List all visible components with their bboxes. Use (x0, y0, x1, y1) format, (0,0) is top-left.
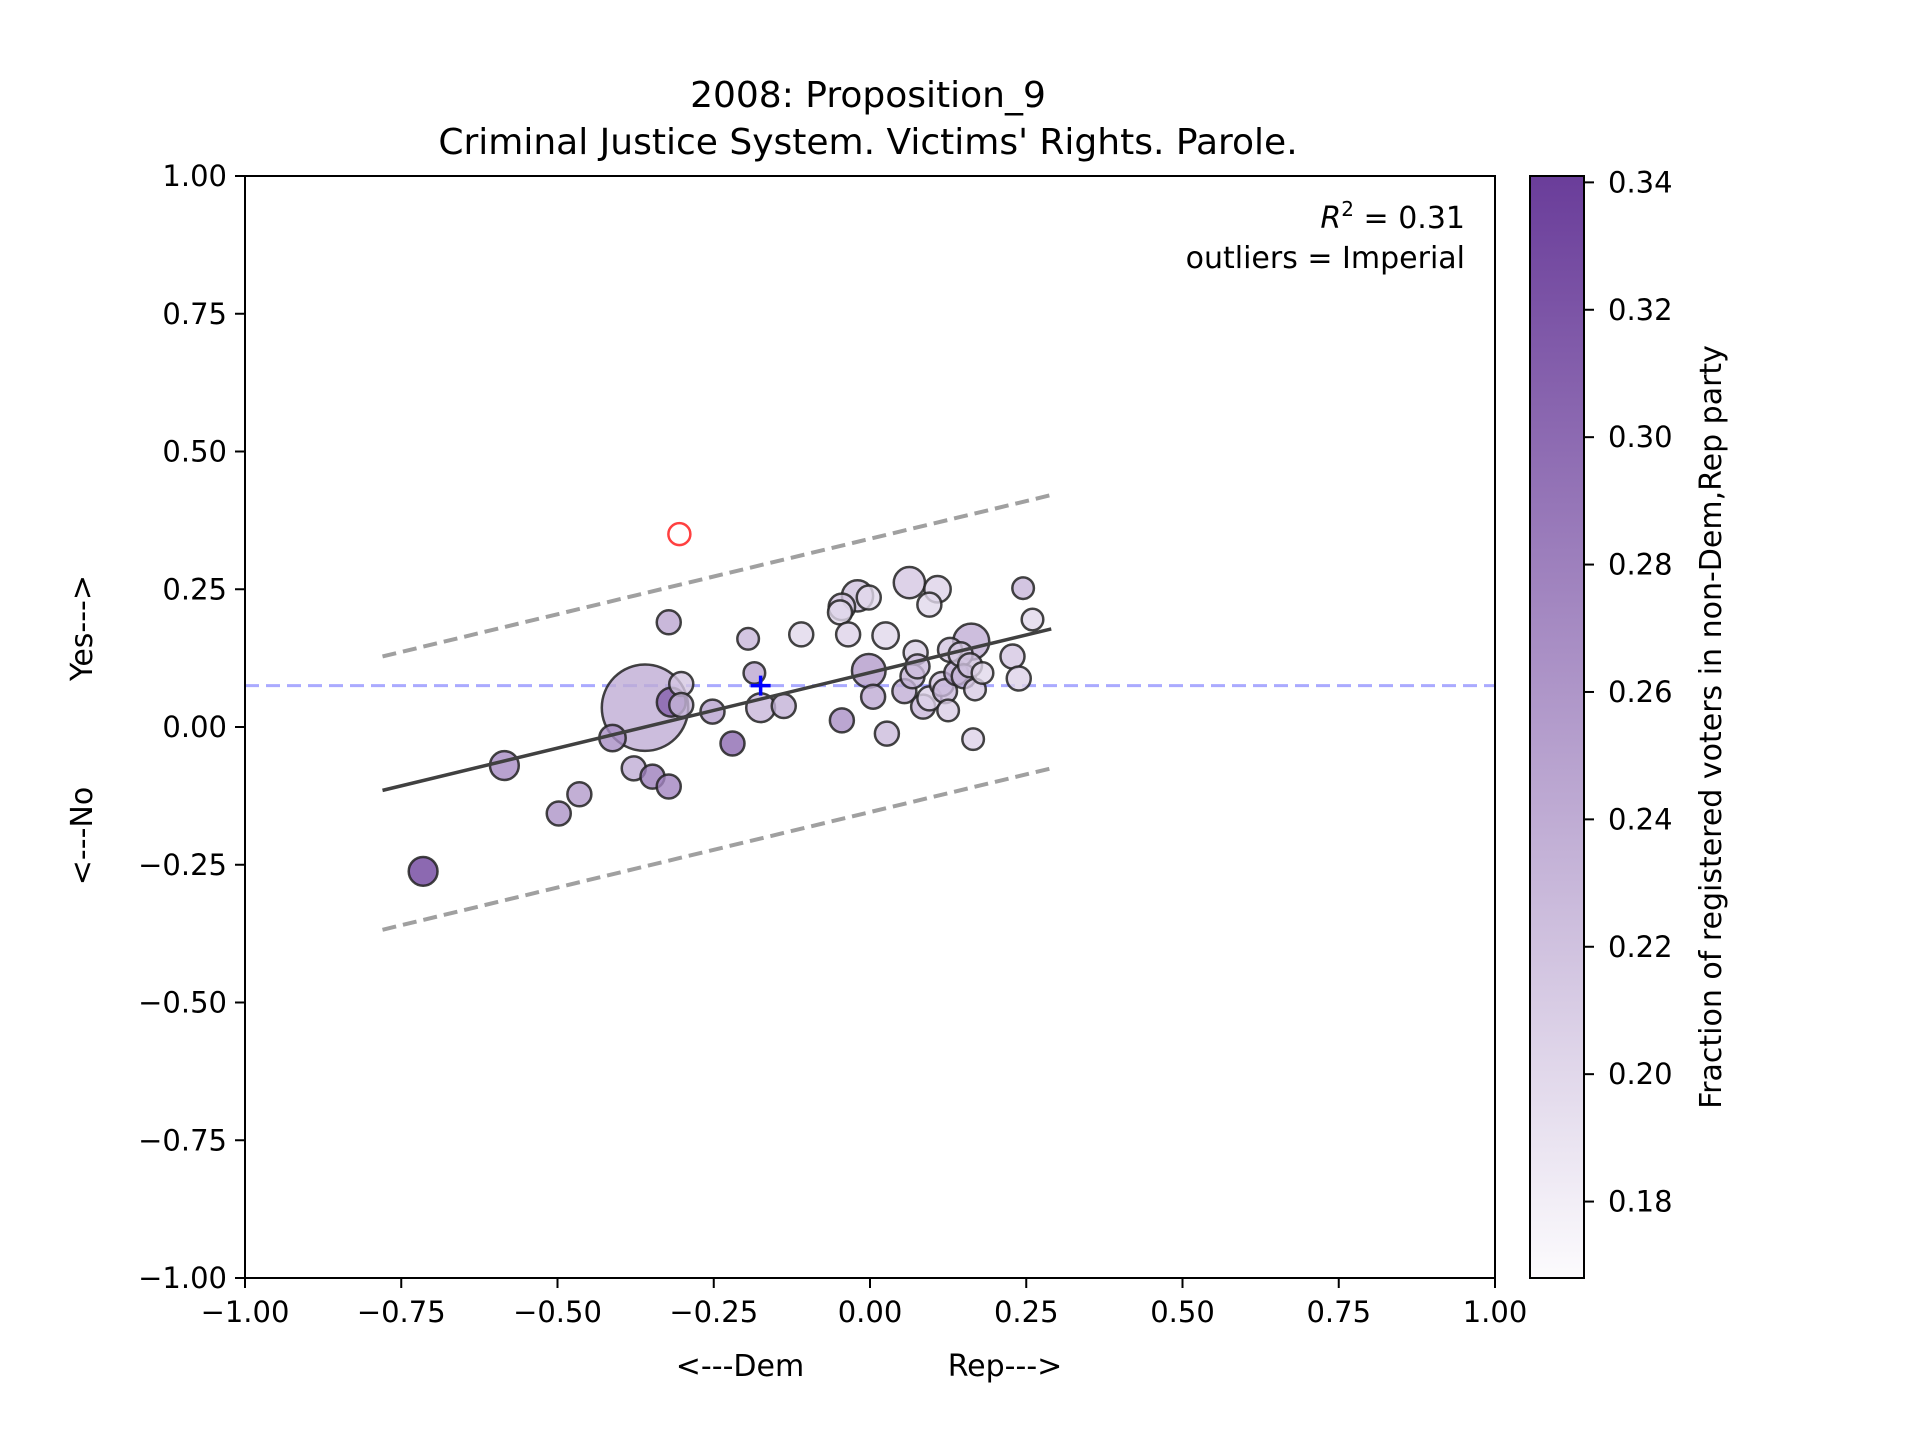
x-tick-label: 0.75 (1306, 1295, 1371, 1329)
data-point (828, 707, 856, 734)
data-point (770, 692, 797, 720)
y-tick-label: 1.00 (162, 159, 227, 193)
y-tick-label: −0.25 (138, 848, 227, 882)
data-point (655, 609, 682, 636)
data-point (1005, 665, 1032, 692)
r-squared-value: = 0.31 (1354, 201, 1465, 236)
chart-title-line1: 2008: Proposition_9 (690, 75, 1046, 116)
data-point (970, 660, 995, 686)
colorbar-ticks: 0.18 0.20 0.22 0.24 0.26 0.28 0.30 0.32 0.34 (1584, 165, 1673, 1219)
outlier-point (667, 521, 692, 547)
plot-area (245, 493, 1495, 932)
colorbar-tick-label: 0.26 (1608, 675, 1673, 709)
data-point (566, 780, 593, 808)
outliers-annotation: outliers = Imperial (1186, 241, 1465, 276)
data-point (892, 565, 927, 600)
y-tick-label: −1.00 (138, 1261, 227, 1295)
x-axis-label-dem: <---Dem (676, 1349, 804, 1384)
x-tick-label: 0.25 (994, 1295, 1059, 1329)
data-point (788, 621, 815, 648)
data-point (545, 800, 572, 827)
colorbar-tick-label: 0.20 (1608, 1057, 1673, 1091)
mean-marker (750, 675, 771, 696)
r-squared-annotation: R2 = 0.31 (1320, 197, 1465, 236)
r-squared-symbol: R (1320, 201, 1341, 236)
data-point (655, 773, 682, 800)
data-point (834, 621, 862, 648)
colorbar-tick-label: 0.32 (1608, 293, 1673, 327)
data-point (999, 643, 1026, 670)
y-tick-label: 0.75 (162, 297, 227, 331)
x-tick-label: −0.50 (513, 1295, 602, 1329)
y-tick-label: 0.00 (162, 710, 227, 744)
data-point (859, 683, 887, 710)
r-squared-exponent: 2 (1341, 197, 1354, 221)
data-point (668, 691, 695, 719)
data-point (407, 855, 439, 888)
data-point (936, 698, 961, 723)
data-point (826, 599, 854, 626)
regression-line (382, 627, 1052, 793)
y-axis-label-yes: Yes---> (65, 575, 100, 682)
data-point (855, 584, 882, 611)
colorbar-tick-label: 0.22 (1608, 930, 1673, 964)
y-tick-label: −0.75 (138, 1123, 227, 1157)
x-tick-label: 0.50 (1150, 1295, 1215, 1329)
y-tick-label: 0.50 (162, 435, 227, 469)
x-axis: −1.00 −0.75 −0.50 −0.25 0.00 0.25 0.50 0.75 1.00 (201, 1278, 1528, 1329)
chart-title-line2: Criminal Justice System. Victims' Rights… (438, 122, 1297, 163)
y-tick-label: 0.25 (162, 572, 227, 606)
data-point (871, 621, 901, 650)
colorbar-tick-label: 0.34 (1608, 165, 1673, 199)
y-axis: −1.00 −0.75 −0.50 −0.25 0.00 0.25 0.50 0.75 1.00 (138, 159, 245, 1295)
colorbar-tick-label: 0.30 (1608, 420, 1673, 454)
colorbar-tick-label: 0.28 (1608, 548, 1673, 582)
x-tick-label: −0.75 (357, 1295, 446, 1329)
upper-band-line (382, 493, 1052, 659)
data-point (1011, 576, 1036, 601)
data-point (873, 720, 901, 747)
lower-band-line (382, 766, 1052, 932)
x-tick-label: −0.25 (669, 1295, 758, 1329)
x-tick-label: 1.00 (1463, 1295, 1528, 1329)
data-point (736, 626, 761, 651)
x-tick-label: 0.00 (838, 1295, 903, 1329)
colorbar-label: Fraction of registered voters in non-Dem… (1694, 345, 1729, 1109)
data-point (1020, 607, 1045, 632)
plot-frame (244, 175, 1496, 1279)
x-axis-label-rep: Rep---> (948, 1349, 1063, 1384)
data-point (961, 727, 986, 752)
colorbar (1529, 175, 1585, 1279)
y-axis-label-no: <---No (65, 787, 100, 885)
colorbar-tick-label: 0.24 (1608, 802, 1673, 836)
data-point (488, 749, 521, 782)
colorbar-tick-label: 0.18 (1608, 1185, 1673, 1219)
y-tick-label: −0.50 (138, 986, 227, 1020)
x-tick-label: −1.00 (201, 1295, 290, 1329)
data-point (719, 730, 746, 757)
data-point (916, 591, 943, 618)
